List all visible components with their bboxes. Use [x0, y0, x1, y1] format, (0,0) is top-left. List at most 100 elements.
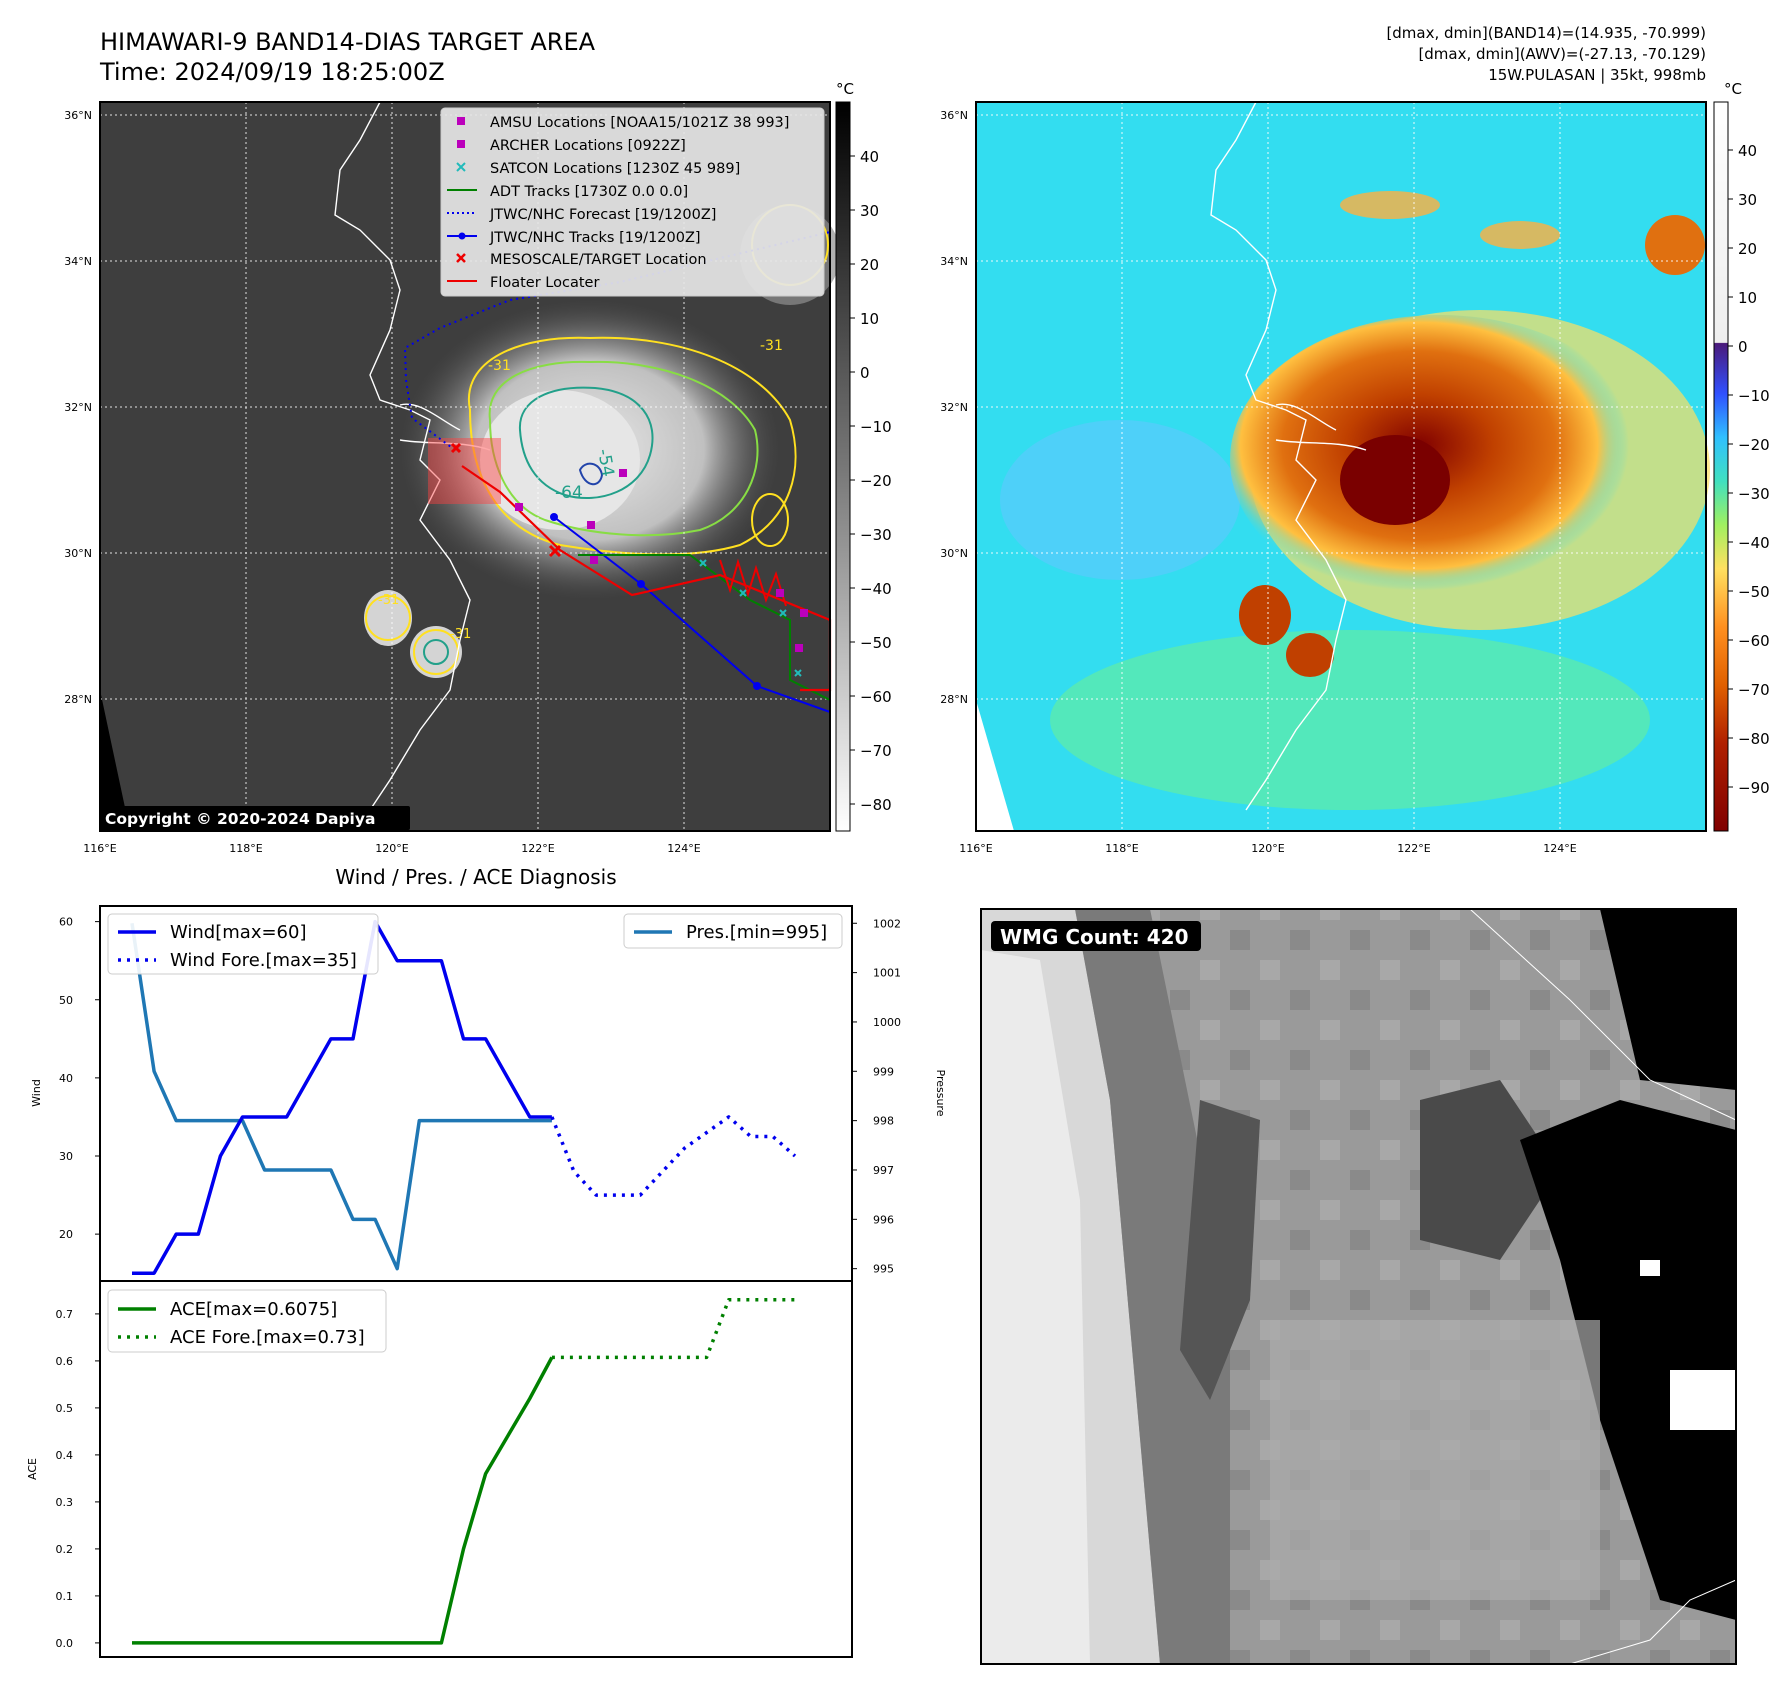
- pressure-axis-ticks: 995 996 997 998 999 1000 1001 1002: [852, 917, 901, 1276]
- awv-lat-label-34: 34°N: [940, 255, 968, 268]
- legend-adt-label: ADT Tracks [1730Z 0.0 0.0]: [490, 184, 688, 200]
- jtwc-track-point-1: [753, 682, 761, 690]
- colorbar-tick-label: −80: [1738, 730, 1770, 748]
- floater-target-box: [428, 438, 501, 504]
- contour-label-1: -31: [760, 338, 783, 354]
- colorbar-tick-label: 20: [1738, 240, 1757, 258]
- colorbar-tick-label: 10: [1738, 289, 1757, 307]
- wind-legend: Wind[max=60] Wind Fore.[max=35]: [107, 913, 379, 975]
- wind-tick-label: 20: [59, 1228, 73, 1241]
- ir-lon-label-116: 116°E: [83, 842, 116, 855]
- ir-map-black-corner: [100, 690, 130, 831]
- jtwc-track-point-2: [637, 580, 645, 588]
- ace-legend: ACE[max=0.6075] ACE Fore.[max=0.73]: [107, 1289, 387, 1353]
- colorbar-tick-label: 40: [1738, 142, 1757, 160]
- awv-lat-label-32: 32°N: [940, 401, 968, 414]
- wmg-white-patch-1: [1640, 1260, 1660, 1276]
- ace-axis-ticks: 0.0 0.1 0.2 0.3 0.4 0.5 0.6 0.7: [56, 1308, 100, 1650]
- ir-contour-small-2-inner: [423, 639, 449, 665]
- awv-lon-label-122: 122°E: [1397, 842, 1430, 855]
- colorbar-tick-label: −50: [860, 634, 892, 652]
- ace-legend-label: ACE[max=0.6075]: [170, 1299, 337, 1320]
- colorbar-tick-label: 30: [1738, 191, 1757, 209]
- colorbar-tick-label: 20: [860, 256, 879, 274]
- ir-lat-label-30: 30°N: [64, 547, 92, 560]
- awv-lon-label-120: 120°E: [1251, 842, 1284, 855]
- ace-tick-label: 0.0: [56, 1637, 74, 1650]
- awv-map-panel: 36°N 34°N 32°N 30°N 28°N 116°E 118°E 120…: [940, 80, 1769, 855]
- awv-coastline: [1210, 101, 1367, 811]
- ir-map-frame: [99, 101, 831, 832]
- contour-label-3: -64: [555, 483, 583, 503]
- pres-legend: Pres.[min=995]: [623, 913, 843, 949]
- wind-tick-label: 50: [59, 994, 73, 1007]
- diagnosis-chart: Wind / Pres. / ACE Diagnosis Wind Pressu…: [26, 865, 947, 1658]
- awv-lat-label-28: 28°N: [940, 693, 968, 706]
- wind-line: [132, 919, 552, 1275]
- ace-fore-legend-label: ACE Fore.[max=0.73]: [170, 1327, 365, 1348]
- awv-map-white-corner: [976, 700, 1014, 831]
- pressure-line: [130, 923, 552, 1271]
- colorbar-tick-label: −70: [860, 742, 892, 760]
- ir-cloud-small-2: [410, 626, 462, 678]
- pressure-tick-label: 997: [873, 1164, 894, 1177]
- info-line-band14: [dmax, dmin](BAND14)=(14.935, -70.999): [1386, 24, 1706, 42]
- ir-lat-label-28: 28°N: [64, 693, 92, 706]
- pressure-tick-label: 1000: [873, 1016, 901, 1029]
- wmg-coastline: [1469, 908, 1737, 1121]
- colorbar-tick-label: 0: [1738, 338, 1748, 356]
- amsu-markers: [515, 469, 808, 652]
- awv-cell-2: [1286, 633, 1334, 677]
- awv-colorbar-unit: °C: [1724, 80, 1742, 98]
- wind-fore-legend-label: Wind Fore.[max=35]: [170, 950, 357, 971]
- ir-colorbar-ticks: 40 30 20 10 0 −10 −20 −30 −40 −50 −60 −70 −80: [850, 148, 892, 814]
- wmg-white-band: [981, 950, 1090, 1664]
- wmg-dark-stripe: [1180, 1100, 1260, 1400]
- legend-archer-label: ARCHER Locations [0922Z]: [490, 138, 686, 154]
- awv-moist-band: [1000, 420, 1240, 580]
- colorbar-tick-label: 30: [860, 202, 879, 220]
- target-location-marker: [450, 442, 462, 454]
- ace-tick-label: 0.1: [56, 1590, 74, 1603]
- ace-tick-label: 0.2: [56, 1543, 74, 1556]
- diagnosis-title: Wind / Pres. / ACE Diagnosis: [335, 865, 616, 889]
- contour-label-4: -31: [488, 358, 511, 374]
- ace-line: [132, 1356, 554, 1645]
- ace-tick-label: 0.4: [56, 1449, 74, 1462]
- ir-cloud-small-1: [364, 590, 412, 646]
- ir-contour-small-1: [365, 595, 411, 641]
- wind-legend-label: Wind[max=60]: [170, 922, 307, 943]
- ir-contour-yellow: [467, 336, 797, 556]
- awv-storm-core: [1340, 435, 1450, 525]
- ir-contour-green: [488, 360, 759, 537]
- pressure-tick-label: 1002: [873, 917, 901, 930]
- wmg-black-region-1: [1600, 909, 1736, 1090]
- floater-zigzag: [719, 558, 787, 607]
- legend-floater-label: Floater Locater: [490, 275, 599, 291]
- ir-map-panel: -31 -54 -64 -31 -31 -31: [64, 80, 891, 855]
- wmg-mid-band: [1075, 909, 1230, 1664]
- pressure-tick-label: 999: [873, 1065, 894, 1078]
- legend-satcon-label: SATCON Locations [1230Z 45 989]: [490, 161, 740, 177]
- colorbar-tick-label: −40: [1738, 534, 1770, 552]
- legend-satcon-marker: [456, 162, 466, 172]
- wmg-panel: WMG Count: 420: [980, 908, 1737, 1665]
- ir-colorbar: [835, 101, 851, 832]
- ir-contour-teal: [518, 386, 654, 500]
- colorbar-tick-label: −70: [1738, 681, 1770, 699]
- contour-label-5: -31: [378, 593, 399, 608]
- info-line-awv: [dmax, dmin](AWV)=(-27.13, -70.129): [1418, 45, 1706, 63]
- copyright-text: Copyright © 2020-2024 Dapiya: [105, 810, 375, 828]
- page-subtitle: Time: 2024/09/19 18:25:00Z: [99, 58, 445, 86]
- wind-axis-ticks: 20 30 40 50 60: [59, 916, 100, 1241]
- ace-tick-label: 0.3: [56, 1496, 74, 1509]
- colorbar-tick-label: −50: [1738, 583, 1770, 601]
- ace-tick-label: 0.5: [56, 1402, 74, 1415]
- awv-patch-2: [1480, 221, 1560, 249]
- ir-lat-label-34: 34°N: [64, 255, 92, 268]
- colorbar-tick-label: −30: [1738, 485, 1770, 503]
- awv-lon-label-116: 116°E: [959, 842, 992, 855]
- contour-label-6: -31: [450, 627, 471, 642]
- awv-cell-1: [1239, 585, 1291, 645]
- colorbar-tick-label: −20: [860, 472, 892, 490]
